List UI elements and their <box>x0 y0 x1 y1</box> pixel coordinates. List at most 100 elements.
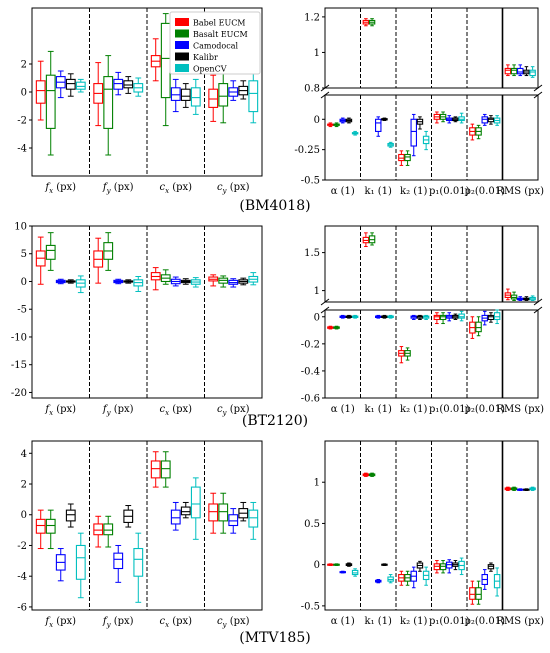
box-basalt-eucm <box>103 55 114 156</box>
box-opencv <box>248 70 259 124</box>
category-label: p₁(0.01) <box>429 404 470 415</box>
box-opencv <box>351 568 359 577</box>
category-label: p₁(0.01) <box>429 186 470 197</box>
box-camodocal <box>410 113 417 157</box>
y-tick-label: 1 <box>314 286 320 297</box>
box-babel-eucm <box>35 509 46 550</box>
box-kalibr <box>180 278 191 285</box>
box-babel-eucm <box>398 570 405 586</box>
box-basalt-eucm <box>439 560 447 574</box>
box-opencv <box>493 309 501 325</box>
box-camodocal <box>481 310 488 326</box>
y-tick-label: -6 <box>17 602 27 613</box>
box-basalt-eucm <box>45 232 56 271</box>
box-opencv <box>529 66 536 78</box>
box-babel-eucm <box>362 232 370 248</box>
category-label: k₁ (1) <box>365 186 393 197</box>
box-babel-eucm <box>504 288 512 301</box>
box <box>103 76 114 129</box>
legend-swatch <box>175 41 189 49</box>
caption-mtv185: (MTV185) <box>239 630 311 646</box>
box-opencv <box>458 557 465 576</box>
y-tick-label: 1.5 <box>304 248 320 259</box>
legend-swatch <box>175 52 189 61</box>
box-opencv <box>458 310 465 322</box>
box-camodocal <box>339 117 346 124</box>
box-kalibr <box>238 501 249 522</box>
box-babel-eucm <box>469 580 476 605</box>
box-babel-eucm <box>327 325 334 330</box>
box <box>170 509 181 525</box>
box <box>45 518 56 534</box>
box-camodocal <box>375 314 382 319</box>
legend-label: Camodocal <box>193 42 238 51</box>
category-label: cx (px) <box>159 404 192 417</box>
y-tick-label: -0.5 <box>301 601 320 612</box>
box-opencv <box>133 275 144 292</box>
box-basalt-eucm <box>439 111 447 123</box>
box-basalt-eucm <box>510 64 518 77</box>
axis-break-mark <box>533 91 543 99</box>
legend-label: Basalt EUCM <box>193 30 248 39</box>
category-label: RMS (px) <box>496 616 544 627</box>
y-tick-label: 0.5 <box>304 519 320 530</box>
box-basalt-eucm <box>510 291 518 301</box>
box <box>208 503 219 522</box>
box-basalt-eucm <box>475 316 482 337</box>
caption-bt2120: (BT2120) <box>241 413 309 429</box>
box-kalibr <box>487 312 495 323</box>
y-tick-label: -15 <box>11 360 27 371</box>
box-babel-eucm <box>327 563 334 566</box>
box <box>218 83 229 107</box>
box-kalibr <box>180 83 191 108</box>
box-basalt-eucm <box>404 150 411 166</box>
box-camodocal <box>113 71 124 96</box>
box-opencv <box>248 501 259 540</box>
box <box>375 118 382 132</box>
y-tick-label: -4 <box>17 144 27 155</box>
category-label: cx (px) <box>159 182 192 195</box>
category-label: k₁ (1) <box>365 404 393 415</box>
category-label: k₂ (1) <box>400 616 428 627</box>
box-kalibr <box>381 117 388 121</box>
box <box>190 87 201 107</box>
y-tick-label: 0.8 <box>304 84 320 95</box>
box <box>75 544 86 580</box>
box-babel-eucm <box>150 38 161 82</box>
box-basalt-eucm <box>218 73 229 124</box>
box <box>517 67 524 75</box>
y-tick-label: 2 <box>21 480 27 491</box>
category-label: fx (px) <box>44 404 76 417</box>
y-tick-label: 5 <box>21 249 27 260</box>
box-camodocal <box>55 70 66 99</box>
box <box>180 506 191 516</box>
box <box>160 22 171 99</box>
box-camodocal <box>446 312 453 322</box>
box <box>45 74 56 129</box>
y-tick-label: -4 <box>17 572 27 583</box>
box-opencv <box>458 112 465 124</box>
y-tick-label: -0.2 <box>301 339 320 350</box>
box <box>469 587 476 600</box>
legend: Babel EUCM Basalt EUCM Camodocal Kalibr Open… <box>169 11 261 75</box>
category-label: k₂ (1) <box>400 186 428 197</box>
box-babel-eucm <box>150 267 161 291</box>
y-tick-label: -10 <box>11 332 27 343</box>
box-babel-eucm <box>433 312 441 325</box>
box-kalibr <box>123 76 134 94</box>
box-basalt-eucm <box>404 347 411 361</box>
box-babel-eucm <box>504 486 512 491</box>
y-tick-label: 10 <box>14 222 27 233</box>
box-basalt-eucm <box>368 18 376 27</box>
box <box>487 117 495 123</box>
box <box>248 80 259 113</box>
box <box>493 312 501 321</box>
category-label: p₂(0.01) <box>465 616 506 627</box>
category-label: α (1) <box>331 186 355 197</box>
box <box>65 509 76 522</box>
category-label: k₁ (1) <box>365 616 393 627</box>
axis-break-mark <box>533 298 543 306</box>
box-opencv <box>422 314 430 320</box>
box-opencv <box>248 272 259 286</box>
box-babel-eucm <box>504 64 512 77</box>
